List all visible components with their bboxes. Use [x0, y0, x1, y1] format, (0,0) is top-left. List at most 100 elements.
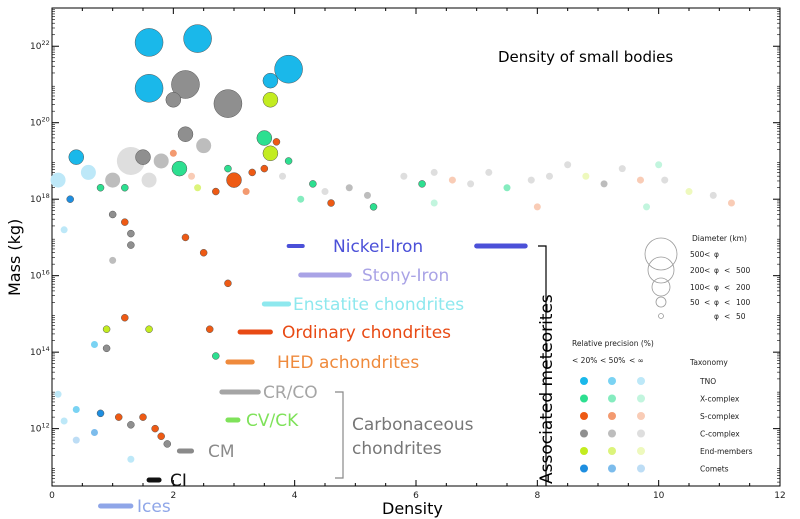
data-point — [171, 70, 200, 99]
x-tick-label: 4 — [292, 491, 298, 501]
data-point — [363, 191, 371, 199]
y-tick-label: 1014 — [30, 345, 50, 358]
taxonomy-swatch — [608, 464, 616, 473]
data-point — [66, 195, 74, 203]
diameter-legend-cell: 200 — [690, 266, 705, 275]
x-tick-label: 12 — [774, 491, 785, 501]
precision-column-label: < 20% — [572, 356, 597, 365]
data-point — [224, 279, 232, 288]
data-point — [163, 440, 172, 448]
data-point — [327, 199, 335, 207]
data-point — [213, 89, 243, 118]
data-point — [121, 183, 129, 192]
taxonomy-swatch — [637, 429, 645, 438]
data-point — [135, 149, 151, 165]
data-point — [72, 436, 80, 444]
data-point — [272, 138, 281, 146]
data-point — [50, 172, 66, 188]
taxonomy-label: C-complex — [700, 430, 740, 439]
data-point — [400, 172, 408, 180]
data-point — [205, 325, 214, 333]
data-point — [545, 172, 553, 180]
taxonomy-swatch — [580, 464, 588, 473]
data-point — [102, 344, 111, 353]
precision-column-label: < 50% — [600, 356, 625, 365]
taxonomy-swatch — [580, 394, 588, 403]
taxonomy-swatch — [637, 447, 645, 455]
diameter-legend-cell: < — [724, 283, 730, 292]
y-tick-label: 1022 — [30, 39, 50, 52]
data-point — [169, 149, 177, 157]
carbonaceous-label-1: Carbonaceous — [352, 415, 474, 435]
x-tick-label: 8 — [534, 491, 540, 501]
data-point — [309, 180, 317, 188]
precision-column-label: < ∞ — [629, 356, 644, 365]
data-point — [96, 409, 105, 418]
data-point — [108, 210, 117, 219]
data-point — [141, 172, 157, 188]
diameter-legend-cell: < — [724, 266, 730, 275]
meteorite-label: Nickel-Iron — [333, 237, 423, 257]
x-tick-label: 0 — [49, 491, 55, 501]
data-point — [224, 164, 232, 173]
data-point — [448, 176, 456, 184]
data-point — [430, 199, 438, 207]
y-tick-label: 1020 — [30, 116, 50, 129]
data-point — [60, 226, 68, 234]
taxonomy-swatch — [580, 447, 588, 455]
diameter-legend-cell: < — [704, 250, 710, 259]
diameter-legend-cell: 500 — [736, 266, 751, 275]
data-point — [284, 157, 293, 165]
taxonomy-swatch — [608, 412, 616, 420]
x-axis-title: Density — [382, 499, 443, 518]
y-tick-label: 1012 — [30, 422, 50, 435]
diameter-legend-cell: φ — [714, 312, 719, 321]
meteorite-label: CI — [170, 471, 187, 491]
data-point — [226, 172, 242, 188]
taxonomy-swatch — [637, 464, 645, 473]
data-point — [109, 256, 117, 264]
data-point — [127, 241, 135, 249]
diameter-legend-cell: 500 — [690, 250, 705, 259]
diameter-legend-circle — [655, 296, 667, 308]
data-point — [600, 180, 608, 188]
data-point — [134, 74, 164, 103]
data-point — [90, 341, 98, 349]
data-point — [194, 184, 202, 192]
meteorite-label: CR/CO — [263, 383, 318, 403]
data-point — [157, 432, 165, 441]
data-point — [262, 145, 279, 162]
data-point — [256, 130, 273, 146]
diameter-legend-circle — [658, 313, 664, 319]
data-point — [503, 184, 511, 192]
data-point — [102, 325, 111, 333]
data-point — [212, 352, 220, 360]
taxonomy-label: End-members — [700, 447, 753, 456]
diameter-legend-title: Diameter (km) — [692, 234, 747, 243]
data-point — [96, 183, 105, 192]
data-point — [105, 172, 121, 188]
taxonomy-label: S-complex — [700, 412, 740, 421]
data-point — [274, 54, 303, 84]
data-point — [139, 413, 147, 421]
data-point — [153, 153, 169, 169]
meteorite-label: Enstatite chondrites — [293, 295, 464, 315]
data-point — [165, 92, 182, 108]
taxonomy-swatch — [637, 394, 645, 403]
data-point — [661, 176, 669, 184]
diameter-legend-cell: 100 — [690, 283, 705, 292]
data-point — [127, 455, 135, 463]
meteorite-label: HED achondrites — [277, 353, 419, 373]
data-point — [80, 164, 96, 180]
meteorite-label: Stony-Iron — [362, 266, 449, 286]
data-point — [685, 188, 693, 196]
taxonomy-swatch — [608, 377, 616, 385]
diameter-legend-cell: φ — [714, 283, 719, 292]
brackets: Associated meteorites Carbonaceous chondri… — [335, 245, 557, 486]
diameter-legend-cell: φ — [714, 298, 719, 307]
diameter-legend-circle — [651, 277, 671, 297]
data-point — [418, 180, 426, 188]
data-point — [248, 168, 256, 177]
